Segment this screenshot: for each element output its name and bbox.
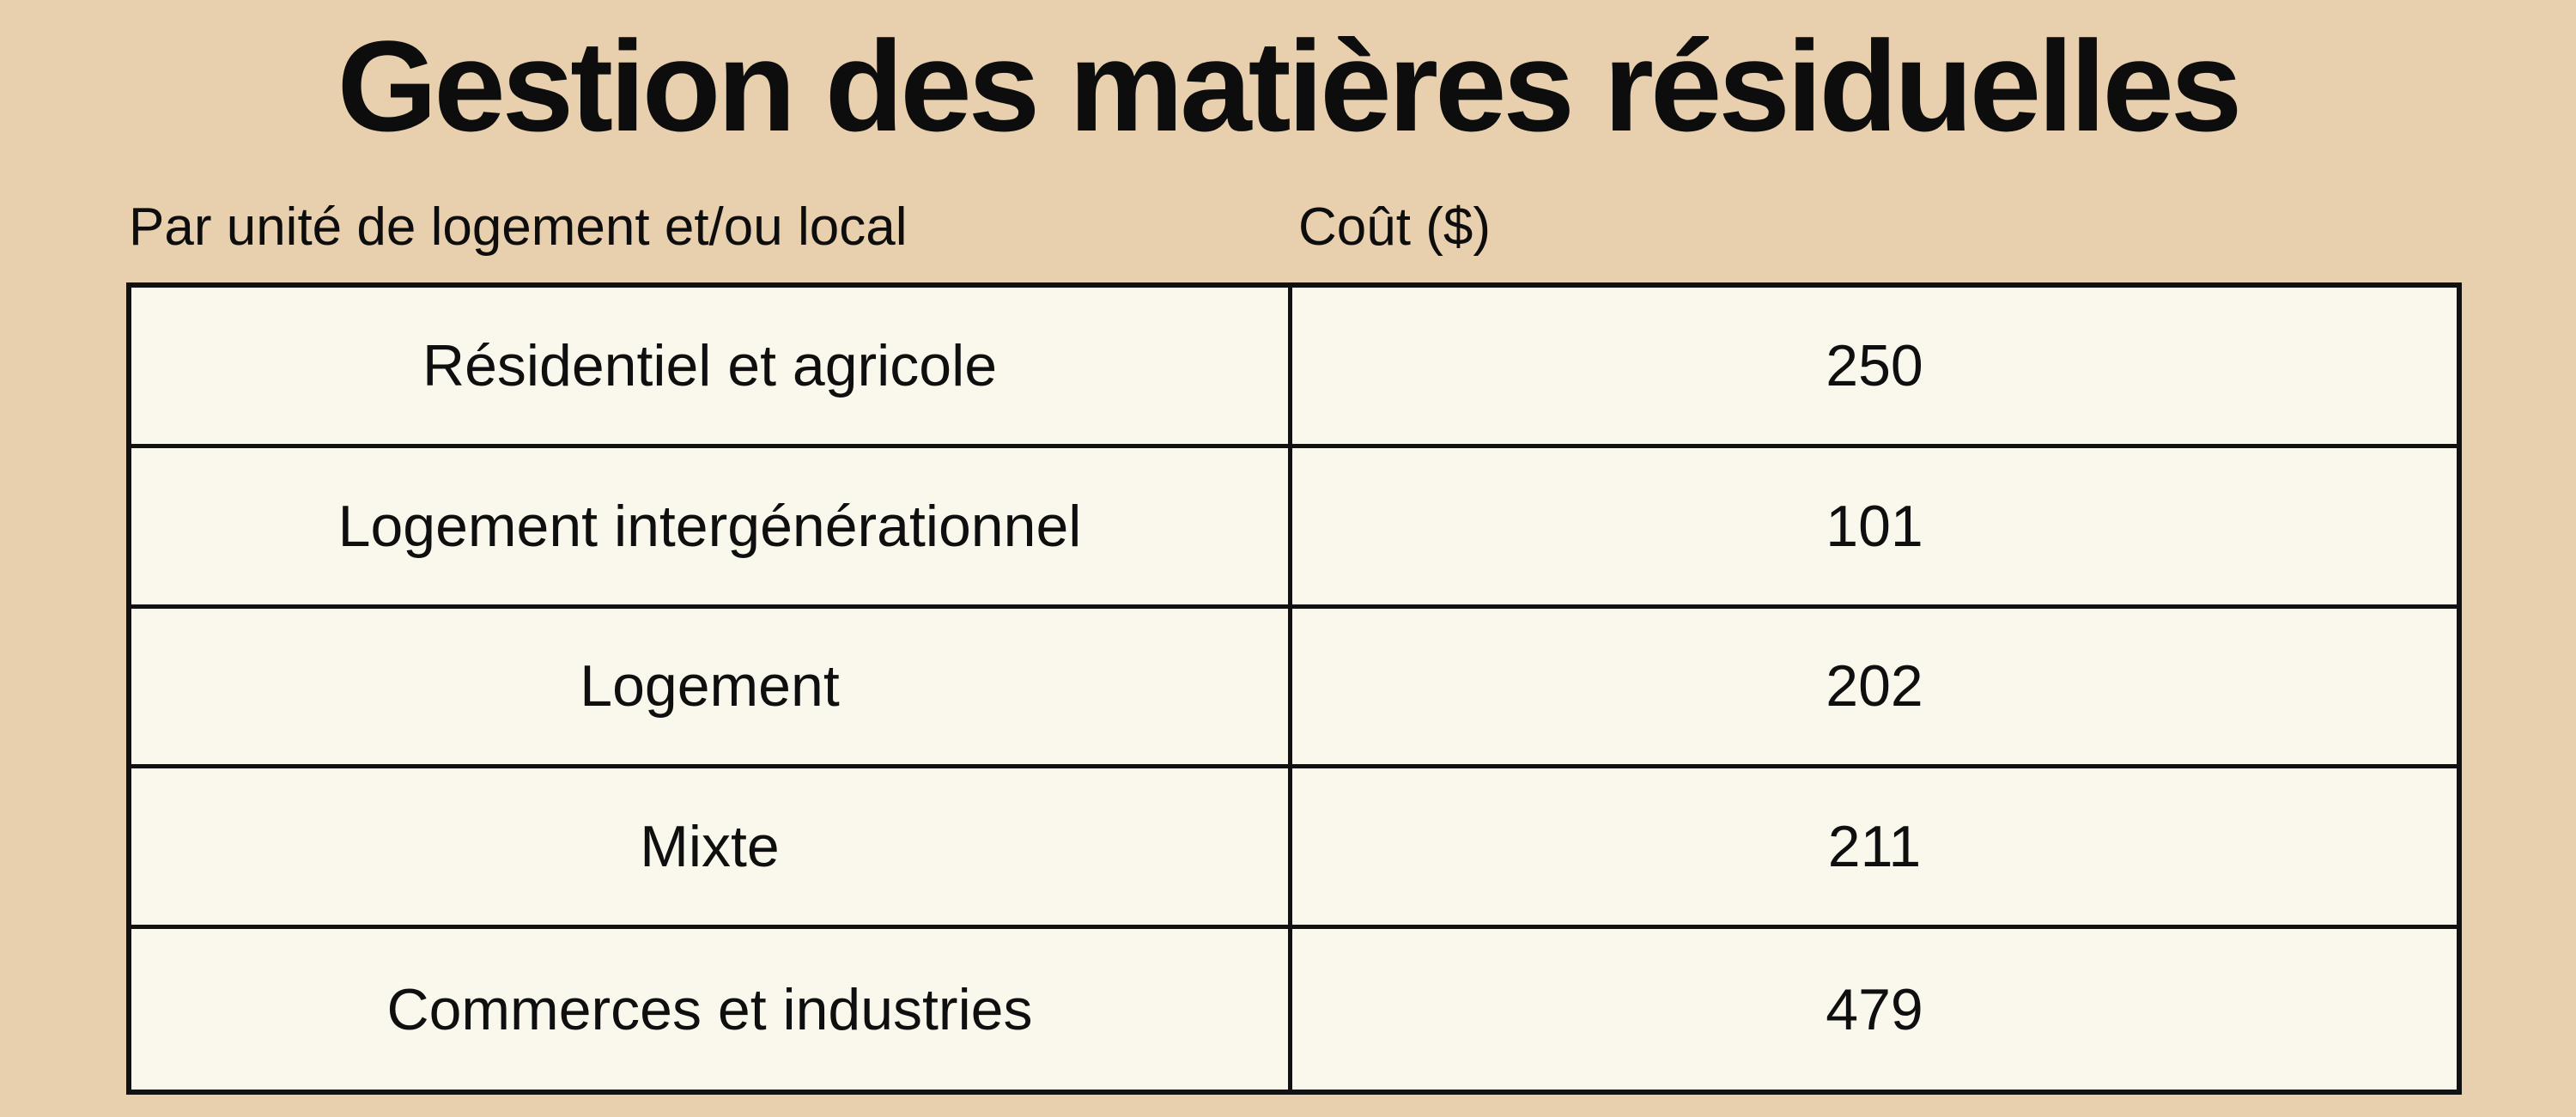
table-row-category: Résidentiel et agricole [131, 288, 1292, 448]
table-row-value: 250 [1292, 288, 2457, 448]
table-row-value: 202 [1292, 609, 2457, 769]
table-row-category: Commerces et industries [131, 929, 1292, 1090]
table-row-value: 211 [1292, 768, 2457, 930]
table-row-category: Logement intergénérationnel [131, 447, 1292, 609]
cost-table: Résidentiel et agricole 250 Logement int… [126, 282, 2462, 1095]
table-row-value: 101 [1292, 448, 2457, 609]
table-row-category: Mixte [131, 768, 1292, 930]
page-title: Gestion des matières résiduelles [337, 14, 2243, 158]
table-row-value: 479 [1826, 976, 1923, 1042]
column-header-cost: Coût ($) [1298, 197, 1491, 257]
column-header-category: Par unité de logement et/ou local [129, 197, 908, 257]
table-row-category: Logement [131, 608, 1292, 769]
